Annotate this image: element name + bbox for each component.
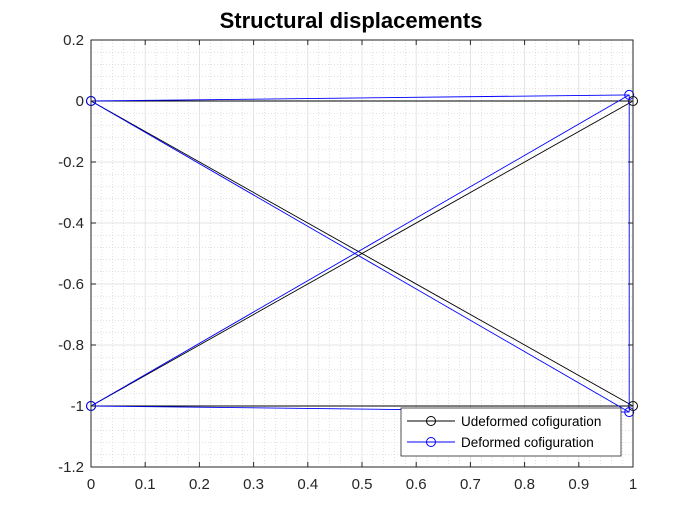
legend-marker-sample <box>426 437 436 447</box>
legend-box <box>400 407 622 457</box>
y-tick-label: -1.2 <box>58 459 84 476</box>
legend-entry: Udeformed cofiguration <box>407 414 601 429</box>
y-tick-label: -0.6 <box>58 276 84 293</box>
x-tick-label: 0.1 <box>135 476 156 493</box>
chart-title: Structural displacements <box>220 8 483 33</box>
truss-member <box>90 100 634 407</box>
truss-member <box>90 94 630 102</box>
x-tick-label: 0.8 <box>514 476 535 493</box>
x-tick-label: 0.3 <box>243 476 264 493</box>
x-tick-label: 0.5 <box>352 476 373 493</box>
x-tick-labels: 0 0.1 0.2 0.3 0.4 0.5 0.6 0.7 0.8 0.9 1 <box>87 476 637 493</box>
truss-member <box>90 94 630 407</box>
legend-label: Deformed cofiguration <box>461 435 594 450</box>
y-tick-label: 0.2 <box>63 32 84 49</box>
y-tick-label: -1 <box>71 398 84 415</box>
y-tick-label: -0.4 <box>58 215 84 232</box>
x-tick-label: 1 <box>629 476 637 493</box>
y-tick-label: -0.8 <box>58 337 84 354</box>
y-tick-label: 0 <box>76 93 84 110</box>
truss-member <box>90 100 630 413</box>
node-marker <box>624 407 635 418</box>
x-tick-label: 0.2 <box>189 476 210 493</box>
y-tick-label: -0.2 <box>58 154 84 171</box>
legend-entry: Deformed cofiguration <box>407 435 594 450</box>
legend-label: Udeformed cofiguration <box>461 414 601 429</box>
node-marker <box>624 89 635 100</box>
x-tick-label: 0 <box>87 476 95 493</box>
x-tick-label: 0.4 <box>297 476 318 493</box>
x-tick-label: 0.7 <box>460 476 481 493</box>
legend-marker-sample <box>426 416 436 426</box>
x-tick-label: 0.9 <box>568 476 589 493</box>
legend: Udeformed cofiguration Deformed cofigurat… <box>400 407 622 457</box>
tick-marks <box>90 39 634 468</box>
x-tick-label: 0.6 <box>406 476 427 493</box>
y-tick-labels: 0.2 0 -0.2 -0.4 -0.6 -0.8 -1 -1.2 <box>58 32 84 476</box>
